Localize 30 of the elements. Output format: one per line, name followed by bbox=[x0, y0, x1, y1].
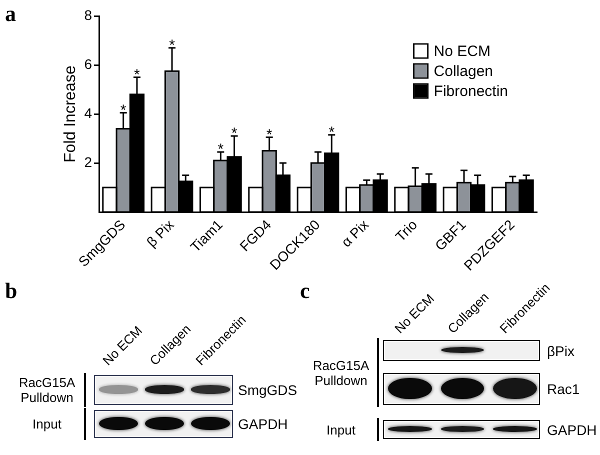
x-tick-label: Trio bbox=[392, 216, 420, 244]
data-label: * bbox=[134, 66, 140, 84]
category-label: Rac1 bbox=[547, 381, 580, 397]
category-label: RacG15A Pulldown bbox=[312, 358, 370, 388]
data-label: * bbox=[218, 140, 224, 158]
category-label: βPix bbox=[547, 342, 575, 358]
y-tick-label: 4 bbox=[84, 104, 92, 121]
x-tick-label: α Pix bbox=[338, 216, 372, 250]
chart-title: a bbox=[5, 1, 16, 27]
x-tick-label: β Pix bbox=[143, 216, 177, 250]
y-axis-title: Fold Increase bbox=[62, 65, 80, 162]
category-label: RacG15A Pulldown bbox=[18, 375, 76, 405]
category-label: Input bbox=[326, 422, 356, 437]
legend-label: Collagen bbox=[434, 63, 494, 80]
data-label: * bbox=[120, 102, 126, 119]
data-label: * bbox=[328, 124, 335, 141]
data-label: * bbox=[169, 36, 176, 54]
category-label: GAPDH bbox=[238, 416, 288, 432]
category-label: GAPDH bbox=[547, 422, 597, 438]
text: b bbox=[5, 278, 18, 304]
text: c bbox=[300, 278, 310, 304]
legend-label: Fibronectin bbox=[434, 83, 508, 100]
category-label: Input bbox=[32, 416, 62, 432]
y-tick-label: 2 bbox=[84, 154, 92, 170]
y-tick-label: 8 bbox=[84, 6, 92, 23]
data-label: * bbox=[231, 125, 238, 142]
category-label: SmgGDS bbox=[238, 382, 298, 398]
data-label: * bbox=[266, 126, 272, 144]
legend-label: No ECM bbox=[434, 43, 490, 60]
y-tick-label: 6 bbox=[84, 56, 92, 72]
